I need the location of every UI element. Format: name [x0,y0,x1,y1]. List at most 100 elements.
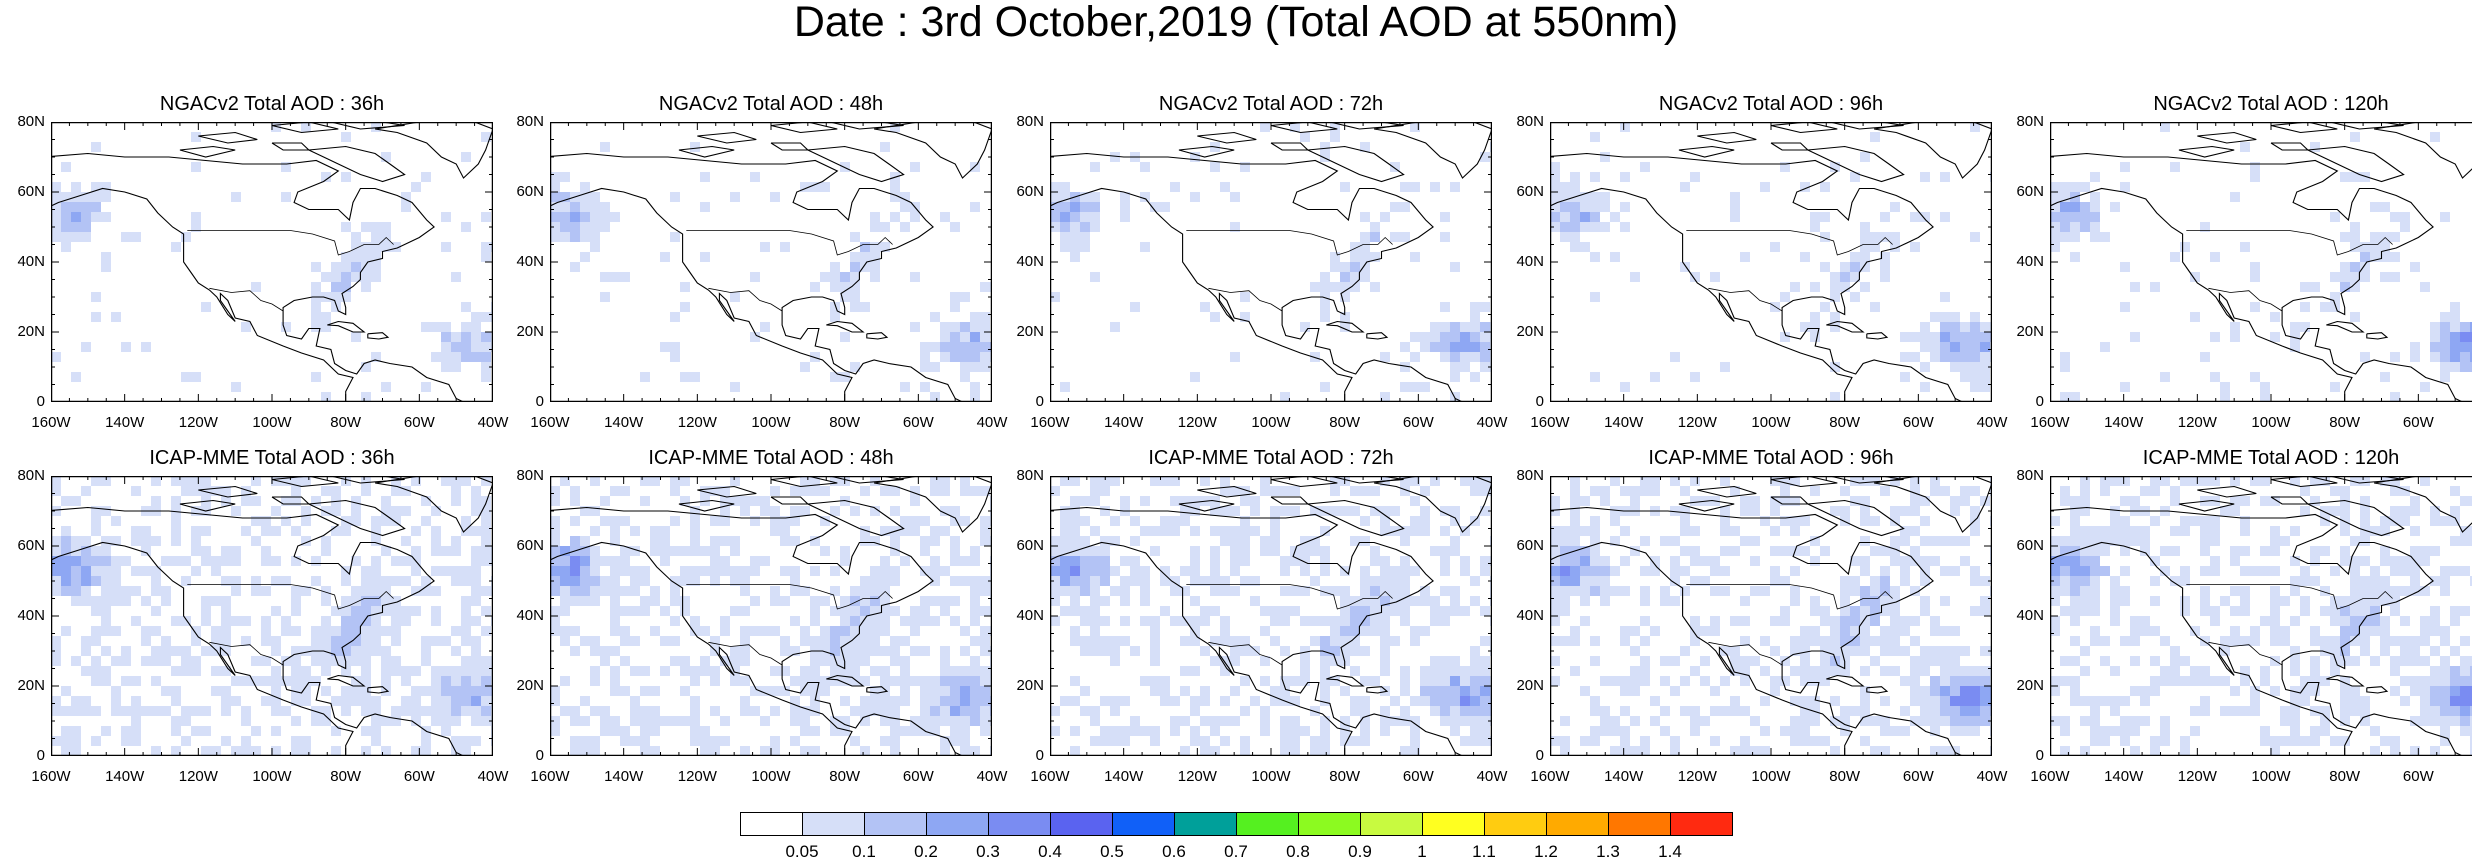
aod-cell [2060,232,2070,242]
aod-cell [171,586,181,596]
aod-cell [1940,172,1950,182]
lon-label: 40W [477,768,509,785]
aod-cell [1870,132,1880,142]
aod-cell [1660,746,1670,756]
aod-cell [2470,352,2472,362]
aod-cell [590,232,600,242]
aod-cell [1810,686,1820,696]
aod-cell [820,536,830,546]
aod-cell [630,476,640,486]
aod-cell [750,476,760,486]
aod-cell [880,222,890,232]
aod-cell [690,486,700,496]
aod-cell [1610,666,1620,676]
aod-cell [231,706,241,716]
aod-cell [1910,352,1920,362]
aod-cell [910,746,920,756]
aod-cell [1330,252,1340,262]
aod-cell [1310,516,1320,526]
aod-cell [1820,486,1830,496]
aod-cell [81,506,91,516]
aod-cell [401,586,411,596]
aod-cell [2330,556,2340,566]
aod-cell [131,576,141,586]
aod-cell [730,506,740,516]
aod-cell [1080,556,1090,566]
aod-cell [81,576,91,586]
aod-cell [930,586,940,596]
aod-cell [81,616,91,626]
lon-label: 80W [1329,768,1361,785]
aod-cell [1480,362,1490,372]
aod-cell [1940,332,1950,342]
aod-cell [1980,636,1990,646]
aod-cell [211,656,221,666]
aod-cell [1390,746,1400,756]
aod-cell [2060,526,2070,536]
aod-cell [1830,606,1840,616]
aod-cell [1970,586,1980,596]
aod-cell [880,142,890,152]
lon-label: 120W [1177,414,1217,431]
aod-cell [1400,362,1410,372]
aod-cell [910,686,920,696]
aod-cell [650,516,660,526]
aod-cell [770,676,780,686]
aod-cell [690,372,700,382]
aod-cell [1710,606,1720,616]
aod-cell [341,676,351,686]
aod-cell [1080,596,1090,606]
aod-cell [1770,556,1780,566]
aod-cell [1900,716,1910,726]
aod-cell [560,646,570,656]
aod-cell [361,496,371,506]
lat-label: 60N [17,183,45,200]
aod-cell [670,676,680,686]
aod-cell [1970,496,1980,506]
aod-cell [141,746,151,756]
aod-cell [650,736,660,746]
aod-cell [1150,202,1160,212]
aod-cell [1830,282,1840,292]
aod-cell [111,746,121,756]
aod-cell [401,726,411,736]
aod-cell [2230,516,2240,526]
aod-cell [1750,736,1760,746]
aod-cell [920,496,930,506]
aod-cell [1240,566,1250,576]
aod-cell [1340,526,1350,536]
aod-cell [820,476,830,486]
aod-cell [1220,706,1230,716]
aod-cell [1680,576,1690,586]
aod-cell [2440,342,2450,352]
aod-cell [2280,516,2290,526]
aod-cell [1680,596,1690,606]
aod-cell [1260,586,1270,596]
aod-cell [2390,252,2400,262]
lon-label: 60W [902,414,934,431]
aod-cell [680,636,690,646]
aod-cell [1720,736,1730,746]
aod-cell [2130,476,2140,486]
aod-cell [1240,656,1250,666]
aod-cell [970,516,980,526]
aod-cell [1450,352,1460,362]
aod-cell [181,536,191,546]
aod-cell [211,516,221,526]
aod-cell [1330,686,1340,696]
aod-cell [1140,556,1150,566]
aod-cell [1220,596,1230,606]
lon-label: 100W [1751,414,1791,431]
aod-cell [1050,666,1060,676]
aod-cell [281,506,291,516]
aod-cell [830,262,840,272]
aod-cell [630,746,640,756]
aod-cell [1560,506,1570,516]
aod-cell [71,222,81,232]
aod-cell [1090,192,1100,202]
aod-cell [940,616,950,626]
lon-label: 120W [2177,414,2217,431]
aod-cell [81,476,91,486]
aod-cell [1360,556,1370,566]
aod-cell [660,646,670,656]
